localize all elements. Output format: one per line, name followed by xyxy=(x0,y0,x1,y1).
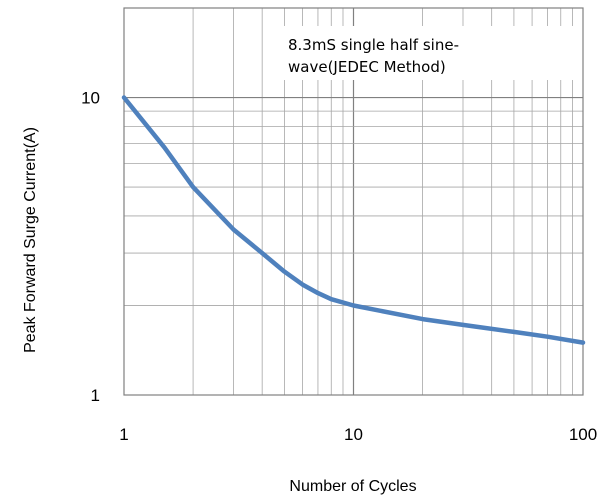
y-axis-title: Peak Forward Surge Current(A) xyxy=(22,127,39,353)
y-tick-label: 1 xyxy=(91,386,100,405)
annotation-background xyxy=(280,26,581,80)
y-tick-label: 10 xyxy=(81,89,100,108)
series-line xyxy=(121,95,586,345)
x-tick-label: 10 xyxy=(344,425,363,444)
annotation-line: wave(JEDEC Method) xyxy=(288,58,446,76)
series-layer xyxy=(121,95,586,345)
plot-frame xyxy=(123,7,584,396)
x-tick-label: 1 xyxy=(119,425,128,444)
x-tick-label: 100 xyxy=(569,425,597,444)
annotation-line: 8.3mS single half sine- xyxy=(288,36,459,54)
annotation-box: 8.3mS single half sine-wave(JEDEC Method… xyxy=(280,26,581,80)
tick-labels: 1 10 100 10 1 xyxy=(81,89,597,444)
x-axis-title: Number of Cycles xyxy=(289,478,416,495)
